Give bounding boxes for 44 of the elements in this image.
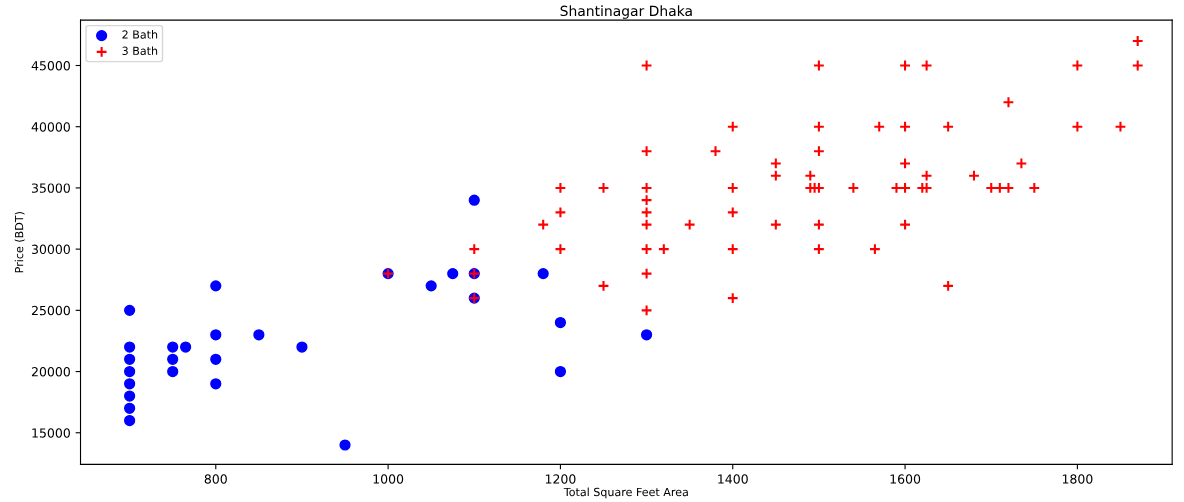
point bbox=[425, 280, 437, 292]
point bbox=[210, 353, 222, 365]
point bbox=[124, 341, 136, 353]
y-tick-label: 15000 bbox=[32, 428, 70, 438]
point bbox=[210, 378, 222, 390]
point bbox=[296, 341, 308, 353]
point bbox=[537, 268, 549, 280]
chart-title: Shantinagar Dhaka bbox=[560, 5, 692, 19]
point bbox=[210, 329, 222, 341]
point bbox=[124, 353, 136, 365]
point bbox=[554, 316, 567, 329]
point bbox=[554, 365, 567, 378]
y-tick-label: 25000 bbox=[31, 305, 70, 316]
point bbox=[124, 414, 136, 427]
y-tick-label: 20000 bbox=[31, 367, 70, 377]
x-tick-label: 1800 bbox=[1062, 474, 1093, 484]
point bbox=[210, 280, 222, 292]
legend-label: 2 Bath bbox=[122, 30, 158, 39]
point bbox=[468, 194, 480, 206]
point bbox=[167, 353, 179, 365]
point bbox=[167, 365, 179, 378]
y-tick-label: 40000 bbox=[31, 122, 70, 132]
point bbox=[180, 341, 192, 353]
x-tick-label: 1000 bbox=[373, 474, 404, 484]
x-axis-title: Total Square Feet Area bbox=[563, 487, 688, 499]
x-tick-label: 1600 bbox=[890, 474, 921, 484]
point bbox=[124, 390, 136, 402]
y-tick-label: 45000 bbox=[31, 60, 70, 71]
y-tick-label: 35000 bbox=[31, 183, 70, 193]
y-axis-title: Price (BDT) bbox=[14, 212, 25, 273]
point bbox=[124, 304, 136, 316]
point bbox=[253, 329, 265, 341]
legend-label: 3 Bath bbox=[122, 46, 158, 55]
point bbox=[447, 268, 459, 280]
point bbox=[167, 341, 179, 353]
point bbox=[124, 402, 136, 414]
x-tick-label: 1400 bbox=[718, 474, 748, 484]
y-tick-label: 30000 bbox=[31, 244, 70, 255]
x-tick-label: 800 bbox=[204, 474, 227, 484]
point bbox=[124, 378, 136, 390]
point bbox=[339, 439, 351, 451]
x-tick-label: 1200 bbox=[545, 474, 576, 484]
point bbox=[640, 329, 653, 341]
point bbox=[124, 365, 136, 378]
